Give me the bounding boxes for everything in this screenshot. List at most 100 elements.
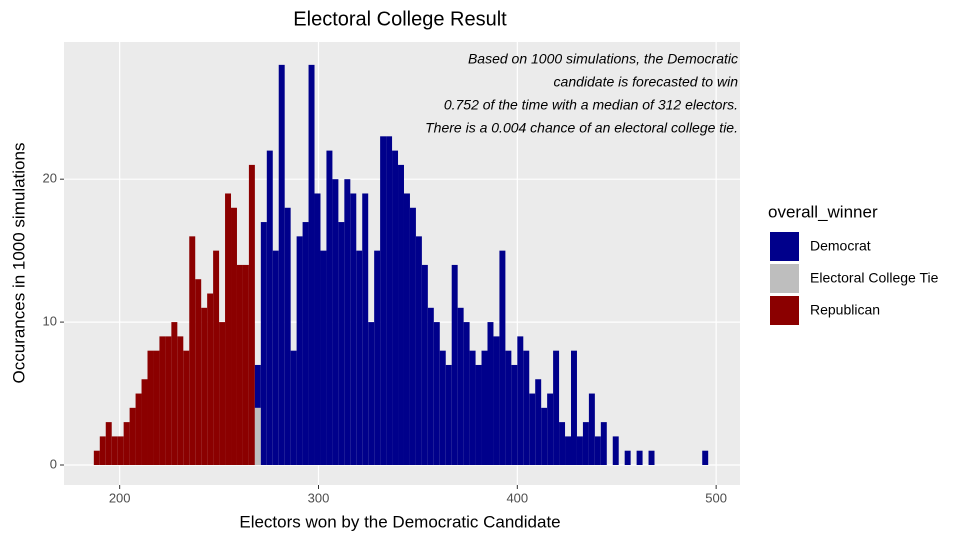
bar xyxy=(541,407,548,465)
x-tick-label: 500 xyxy=(705,490,727,505)
x-tick-label: 400 xyxy=(506,490,528,505)
bar xyxy=(523,350,530,465)
bar xyxy=(219,322,226,465)
bar xyxy=(290,350,297,465)
annotation: Based on 1000 simulations, the Democrati… xyxy=(468,51,738,67)
bar xyxy=(171,322,178,465)
bar xyxy=(213,250,220,465)
legend-label: Democrat xyxy=(810,238,871,254)
bar xyxy=(153,350,160,465)
bar xyxy=(612,436,619,465)
bar xyxy=(553,350,560,465)
bar xyxy=(565,436,571,465)
bar xyxy=(272,250,279,465)
legend-label: Electoral College Tie xyxy=(810,270,939,286)
y-axis-label: Occurances in 1000 simulations xyxy=(9,143,28,384)
bar xyxy=(159,336,166,465)
bar xyxy=(314,193,321,465)
bar xyxy=(517,336,524,465)
bar xyxy=(165,336,172,465)
annotation: There is a 0.004 chance of an electoral … xyxy=(425,120,738,136)
bar xyxy=(403,193,410,465)
bar xyxy=(648,450,655,465)
bar xyxy=(487,322,494,465)
bar xyxy=(374,250,381,465)
bar xyxy=(135,393,142,465)
bar xyxy=(326,150,333,465)
bar xyxy=(702,450,709,465)
bar xyxy=(242,264,249,465)
y-tick-label: 10 xyxy=(43,314,57,329)
bar xyxy=(231,207,237,465)
bar xyxy=(380,136,387,465)
bar xyxy=(576,436,583,465)
bar xyxy=(225,193,232,465)
bar xyxy=(451,264,458,465)
bar xyxy=(254,407,261,465)
bar xyxy=(582,422,589,465)
bar xyxy=(236,264,243,465)
annotation: candidate is forecasted to win xyxy=(554,74,739,90)
bar xyxy=(398,164,404,465)
chart-title: Electoral College Result xyxy=(293,8,507,30)
bar xyxy=(535,379,542,465)
bar xyxy=(278,64,285,465)
bar xyxy=(117,436,124,465)
bar xyxy=(320,250,327,465)
bar xyxy=(266,150,273,465)
x-tick-label: 300 xyxy=(308,490,330,505)
bar xyxy=(93,450,100,465)
bar xyxy=(147,350,154,465)
bar xyxy=(600,422,607,465)
bar xyxy=(296,236,303,465)
bar xyxy=(529,393,536,465)
bar xyxy=(129,407,136,465)
bar xyxy=(571,350,577,465)
bar xyxy=(481,350,488,465)
bar xyxy=(439,350,446,465)
bar xyxy=(123,422,130,465)
bar xyxy=(308,64,315,465)
bar xyxy=(415,236,422,465)
bar xyxy=(195,279,202,465)
x-axis-label: Electors won by the Democratic Candidate xyxy=(239,512,560,531)
bar xyxy=(493,336,500,465)
bar xyxy=(427,307,434,465)
bar xyxy=(594,436,601,465)
bar xyxy=(183,350,190,465)
bar xyxy=(111,436,118,465)
bar xyxy=(588,393,595,465)
bar xyxy=(457,307,464,465)
bar xyxy=(332,179,339,465)
legend-swatch xyxy=(770,232,799,261)
bar xyxy=(177,336,184,465)
bar xyxy=(207,293,214,465)
legend-title: overall_winner xyxy=(768,202,878,221)
legend-label: Republican xyxy=(810,302,880,318)
bar xyxy=(350,193,357,465)
y-tick-label: 20 xyxy=(43,171,57,186)
bar xyxy=(505,350,512,465)
bar xyxy=(302,222,309,465)
bar xyxy=(421,264,428,465)
bar xyxy=(469,350,476,465)
bar xyxy=(368,322,375,465)
bar xyxy=(362,193,369,465)
x-tick-label: 200 xyxy=(109,490,131,505)
bar xyxy=(248,164,255,465)
bar xyxy=(547,393,554,465)
bar xyxy=(499,250,506,465)
bar xyxy=(559,422,566,465)
y-tick-label: 0 xyxy=(50,456,57,471)
bar xyxy=(201,307,208,465)
bar xyxy=(636,450,643,465)
bar xyxy=(475,364,482,465)
bar xyxy=(433,322,440,465)
legend-swatch xyxy=(770,296,799,325)
bar xyxy=(284,207,291,465)
bar xyxy=(445,364,452,465)
bar xyxy=(344,179,351,465)
annotation: 0.752 of the time with a median of 312 e… xyxy=(444,97,738,113)
bar xyxy=(254,364,261,408)
bar xyxy=(356,250,363,465)
